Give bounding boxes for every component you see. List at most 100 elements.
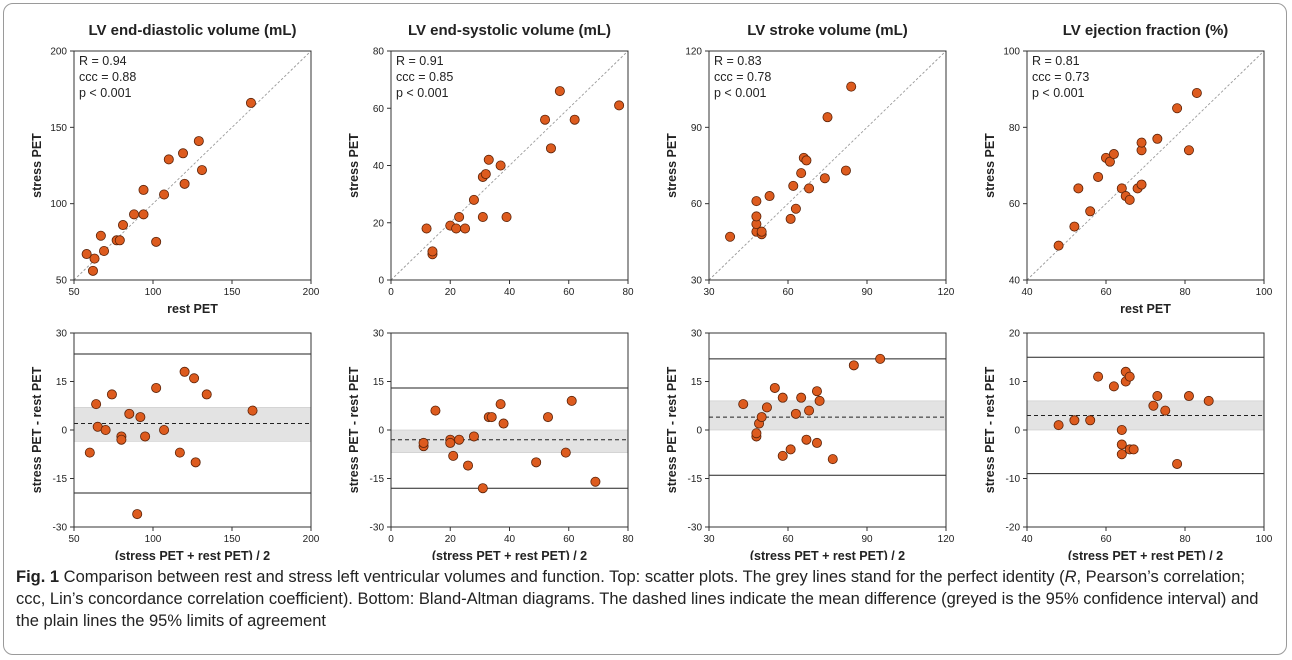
y-tick-label: 20 bbox=[1009, 329, 1021, 340]
scatter-panel-4: 40 60 80 100 40 60 80 100 LV ejection fraction (… bbox=[983, 22, 1273, 316]
x-tick-label: 90 bbox=[861, 534, 873, 545]
y-tick-label: 0 bbox=[61, 426, 67, 437]
data-point bbox=[498, 418, 509, 429]
data-point bbox=[764, 191, 775, 202]
y-tick-label: 100 bbox=[50, 199, 67, 210]
data-point bbox=[99, 245, 110, 256]
data-point bbox=[174, 447, 185, 458]
y-axis-label: stress PET - rest PET bbox=[347, 366, 361, 493]
data-point bbox=[554, 86, 565, 97]
data-point bbox=[1191, 87, 1202, 98]
data-point bbox=[418, 437, 429, 448]
data-point bbox=[430, 405, 441, 416]
data-point bbox=[1108, 381, 1119, 392]
data-point bbox=[189, 373, 200, 384]
y-tick-label: 30 bbox=[691, 329, 703, 340]
y-tick-label: -10 bbox=[1006, 474, 1021, 485]
data-point bbox=[140, 431, 151, 442]
data-point bbox=[159, 424, 170, 435]
data-point bbox=[790, 203, 801, 214]
data-point bbox=[738, 399, 749, 410]
data-point bbox=[751, 428, 762, 439]
x-tick-label: 50 bbox=[68, 534, 80, 545]
data-point bbox=[788, 180, 799, 191]
y-axis-label: stress PET - rest PET bbox=[30, 366, 44, 493]
x-tick-label: 0 bbox=[388, 534, 394, 545]
data-point bbox=[875, 353, 886, 364]
y-tick-label: 40 bbox=[1009, 276, 1021, 287]
data-point bbox=[421, 223, 432, 234]
data-point bbox=[840, 165, 851, 176]
data-point bbox=[785, 213, 796, 224]
stat-annotation: p < 0.001 bbox=[714, 86, 767, 100]
data-point bbox=[1093, 371, 1104, 382]
data-point bbox=[1124, 371, 1135, 382]
y-tick-label: 30 bbox=[373, 329, 385, 340]
data-point bbox=[89, 253, 100, 264]
data-point bbox=[1069, 221, 1080, 232]
x-tick-label: 60 bbox=[782, 287, 794, 298]
y-tick-label: -15 bbox=[688, 474, 703, 485]
bland-altman-panel-4: 40 60 80 100 -20 -10 0 10 20 (stress PET + rest P… bbox=[983, 329, 1273, 561]
stat-annotation: R = 0.81 bbox=[1032, 54, 1080, 68]
y-axis-label: stress PET bbox=[983, 133, 997, 198]
data-point bbox=[477, 483, 488, 494]
y-tick-label: 15 bbox=[56, 377, 68, 388]
data-point bbox=[1172, 103, 1183, 114]
data-point bbox=[540, 114, 551, 125]
x-tick-label: 60 bbox=[1100, 287, 1112, 298]
data-point bbox=[777, 392, 788, 403]
data-point bbox=[163, 154, 174, 165]
x-axis-label: rest PET bbox=[167, 302, 218, 316]
x-tick-label: 100 bbox=[1256, 534, 1273, 545]
data-point bbox=[1073, 183, 1084, 194]
x-axis-label: (stress PET + rest PET) / 2 bbox=[432, 549, 587, 560]
data-point bbox=[796, 168, 807, 179]
data-point bbox=[846, 81, 857, 92]
y-tick-label: 150 bbox=[50, 123, 67, 134]
plot-frame bbox=[708, 50, 947, 281]
x-axis-label: (stress PET + rest PET) / 2 bbox=[1068, 549, 1223, 560]
data-point bbox=[483, 154, 494, 165]
data-point bbox=[814, 395, 825, 406]
y-tick-label: 0 bbox=[378, 426, 384, 437]
chart-title: LV stroke volume (mL) bbox=[747, 22, 908, 39]
stat-annotation: ccc = 0.85 bbox=[396, 70, 453, 84]
data-point bbox=[480, 169, 491, 180]
y-tick-label: 40 bbox=[373, 161, 385, 172]
x-tick-label: 100 bbox=[145, 287, 162, 298]
x-tick-label: 100 bbox=[145, 534, 162, 545]
scatter-panel-3: 30 60 90 120 30 60 90 120 LV stroke volume (mL) s… bbox=[665, 22, 955, 298]
y-tick-label: 80 bbox=[1009, 123, 1021, 134]
x-tick-label: 80 bbox=[622, 287, 634, 298]
data-point bbox=[151, 382, 162, 393]
data-point bbox=[566, 395, 577, 406]
data-point bbox=[1152, 391, 1163, 402]
stat-annotation: R = 0.94 bbox=[79, 54, 127, 68]
bland-altman-panel-3: 30 60 90 120 -30 -15 0 15 30 (stress PET + rest P… bbox=[665, 329, 955, 561]
y-tick-label: 30 bbox=[691, 276, 703, 287]
data-point bbox=[614, 100, 625, 111]
x-tick-label: 60 bbox=[1100, 534, 1112, 545]
x-tick-label: 80 bbox=[622, 534, 634, 545]
data-point bbox=[785, 444, 796, 455]
stat-annotation: p < 0.001 bbox=[396, 86, 449, 100]
stat-annotation: ccc = 0.88 bbox=[79, 70, 136, 84]
stat-annotation: p < 0.001 bbox=[1032, 86, 1085, 100]
data-point bbox=[106, 389, 117, 400]
data-point bbox=[159, 189, 170, 200]
y-tick-label: -30 bbox=[688, 523, 703, 534]
x-tick-label: 40 bbox=[1021, 534, 1033, 545]
y-axis-label: stress PET - rest PET bbox=[665, 366, 679, 493]
ci-band bbox=[73, 407, 312, 442]
data-point bbox=[531, 457, 542, 468]
data-point bbox=[1183, 391, 1194, 402]
stat-annotation: p < 0.001 bbox=[79, 86, 132, 100]
data-point bbox=[725, 231, 736, 242]
data-point bbox=[501, 212, 512, 223]
data-point bbox=[124, 408, 135, 419]
data-point bbox=[1160, 405, 1171, 416]
x-tick-label: 200 bbox=[303, 534, 320, 545]
data-point bbox=[81, 249, 92, 260]
data-point bbox=[822, 112, 833, 123]
